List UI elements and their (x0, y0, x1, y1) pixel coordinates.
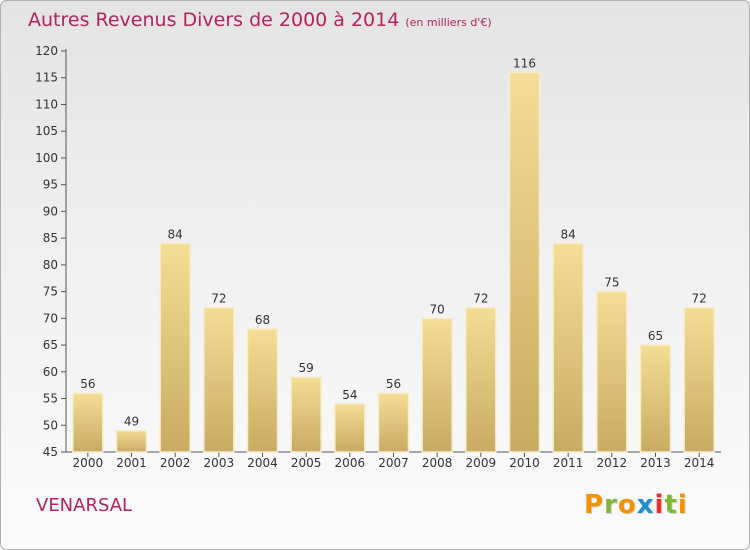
y-tick-label: 70 (43, 311, 58, 325)
x-tick-label: 2002 (160, 456, 191, 470)
y-tick-label: 65 (43, 338, 58, 352)
x-tick-label: 2003 (204, 456, 235, 470)
logo-letter: P (584, 490, 605, 520)
bar-value-label: 72 (211, 292, 226, 306)
bar (639, 344, 672, 453)
x-tick-label: 2001 (116, 456, 147, 470)
x-tick-label: 2007 (378, 456, 409, 470)
bar (508, 71, 541, 453)
bar (465, 306, 497, 453)
x-tick-label: 2014 (684, 456, 715, 470)
bar-value-label: 84 (168, 227, 183, 241)
y-tick-label: 50 (43, 418, 58, 432)
proxiti-logo[interactable]: Proxiti (584, 490, 688, 520)
bar (683, 306, 715, 453)
x-tick-label: 2006 (335, 456, 366, 470)
bar-value-label: 65 (648, 329, 663, 343)
bar (159, 242, 191, 453)
y-tick-label: 80 (43, 258, 58, 272)
x-tick-label: 2013 (640, 456, 671, 470)
chart-title-unit: (en milliers d'€) (405, 16, 492, 29)
bar-value-label: 116 (513, 56, 536, 70)
chart-bars (72, 71, 715, 453)
bar-value-label: 68 (255, 313, 270, 327)
x-tick-label: 2012 (597, 456, 628, 470)
y-tick-label: 45 (43, 445, 58, 459)
y-tick-label: 85 (43, 231, 58, 245)
logo-letter: o (617, 490, 637, 520)
bar-value-label: 56 (386, 377, 401, 391)
y-tick-label: 55 (43, 392, 58, 406)
y-tick-label: 120 (35, 44, 58, 58)
logo-letter: i (677, 490, 688, 520)
logo-letter: i (654, 490, 665, 520)
bar-value-label: 75 (604, 276, 619, 290)
y-tick-label: 90 (43, 204, 58, 218)
x-tick-label: 2005 (291, 456, 322, 470)
bar-value-label: 72 (473, 292, 488, 306)
logo-letter: x (636, 490, 655, 520)
x-tick-label: 2009 (466, 456, 497, 470)
y-tick-label: 60 (43, 365, 58, 379)
chart-title-main: Autres Revenus Divers de 2000 à 2014 (28, 9, 400, 31)
y-tick-label: 95 (43, 178, 58, 192)
bar (290, 376, 322, 453)
logo-letter: r (604, 490, 618, 520)
x-tick-label: 2004 (247, 456, 278, 470)
bar-value-label: 59 (299, 361, 314, 375)
bar-value-label: 54 (342, 388, 357, 402)
chart-data-labels: 56 49 84 72 68 59 54 56 70 72 116 84 75 65 72 (80, 56, 707, 428)
logo-letter: t (664, 490, 678, 520)
bar-value-label: 72 (692, 292, 707, 306)
bar-value-label: 56 (80, 377, 95, 391)
bar (72, 392, 104, 453)
y-tick-label: 75 (43, 285, 58, 299)
y-tick-label: 115 (35, 71, 58, 85)
bar (596, 290, 628, 453)
x-tick-label: 2011 (553, 456, 584, 470)
x-tick-label: 2000 (73, 456, 104, 470)
bar-value-label: 84 (561, 227, 576, 241)
bar (246, 328, 279, 453)
bar-value-label: 49 (124, 415, 139, 429)
x-tick-label: 2010 (509, 456, 540, 470)
x-tick-label: 2008 (422, 456, 453, 470)
bar (421, 317, 453, 453)
bar-value-label: 70 (430, 302, 445, 316)
bar (334, 403, 366, 453)
bar (377, 392, 410, 453)
chart-title: Autres Revenus Divers de 2000 à 2014 (en … (28, 9, 492, 31)
bar (552, 242, 584, 453)
y-tick-label: 110 (35, 97, 58, 111)
y-tick-label: 105 (35, 124, 58, 138)
bar (203, 306, 235, 453)
y-tick-label: 100 (35, 151, 58, 165)
bar (115, 429, 148, 453)
commune-name: VENARSAL (36, 495, 133, 516)
